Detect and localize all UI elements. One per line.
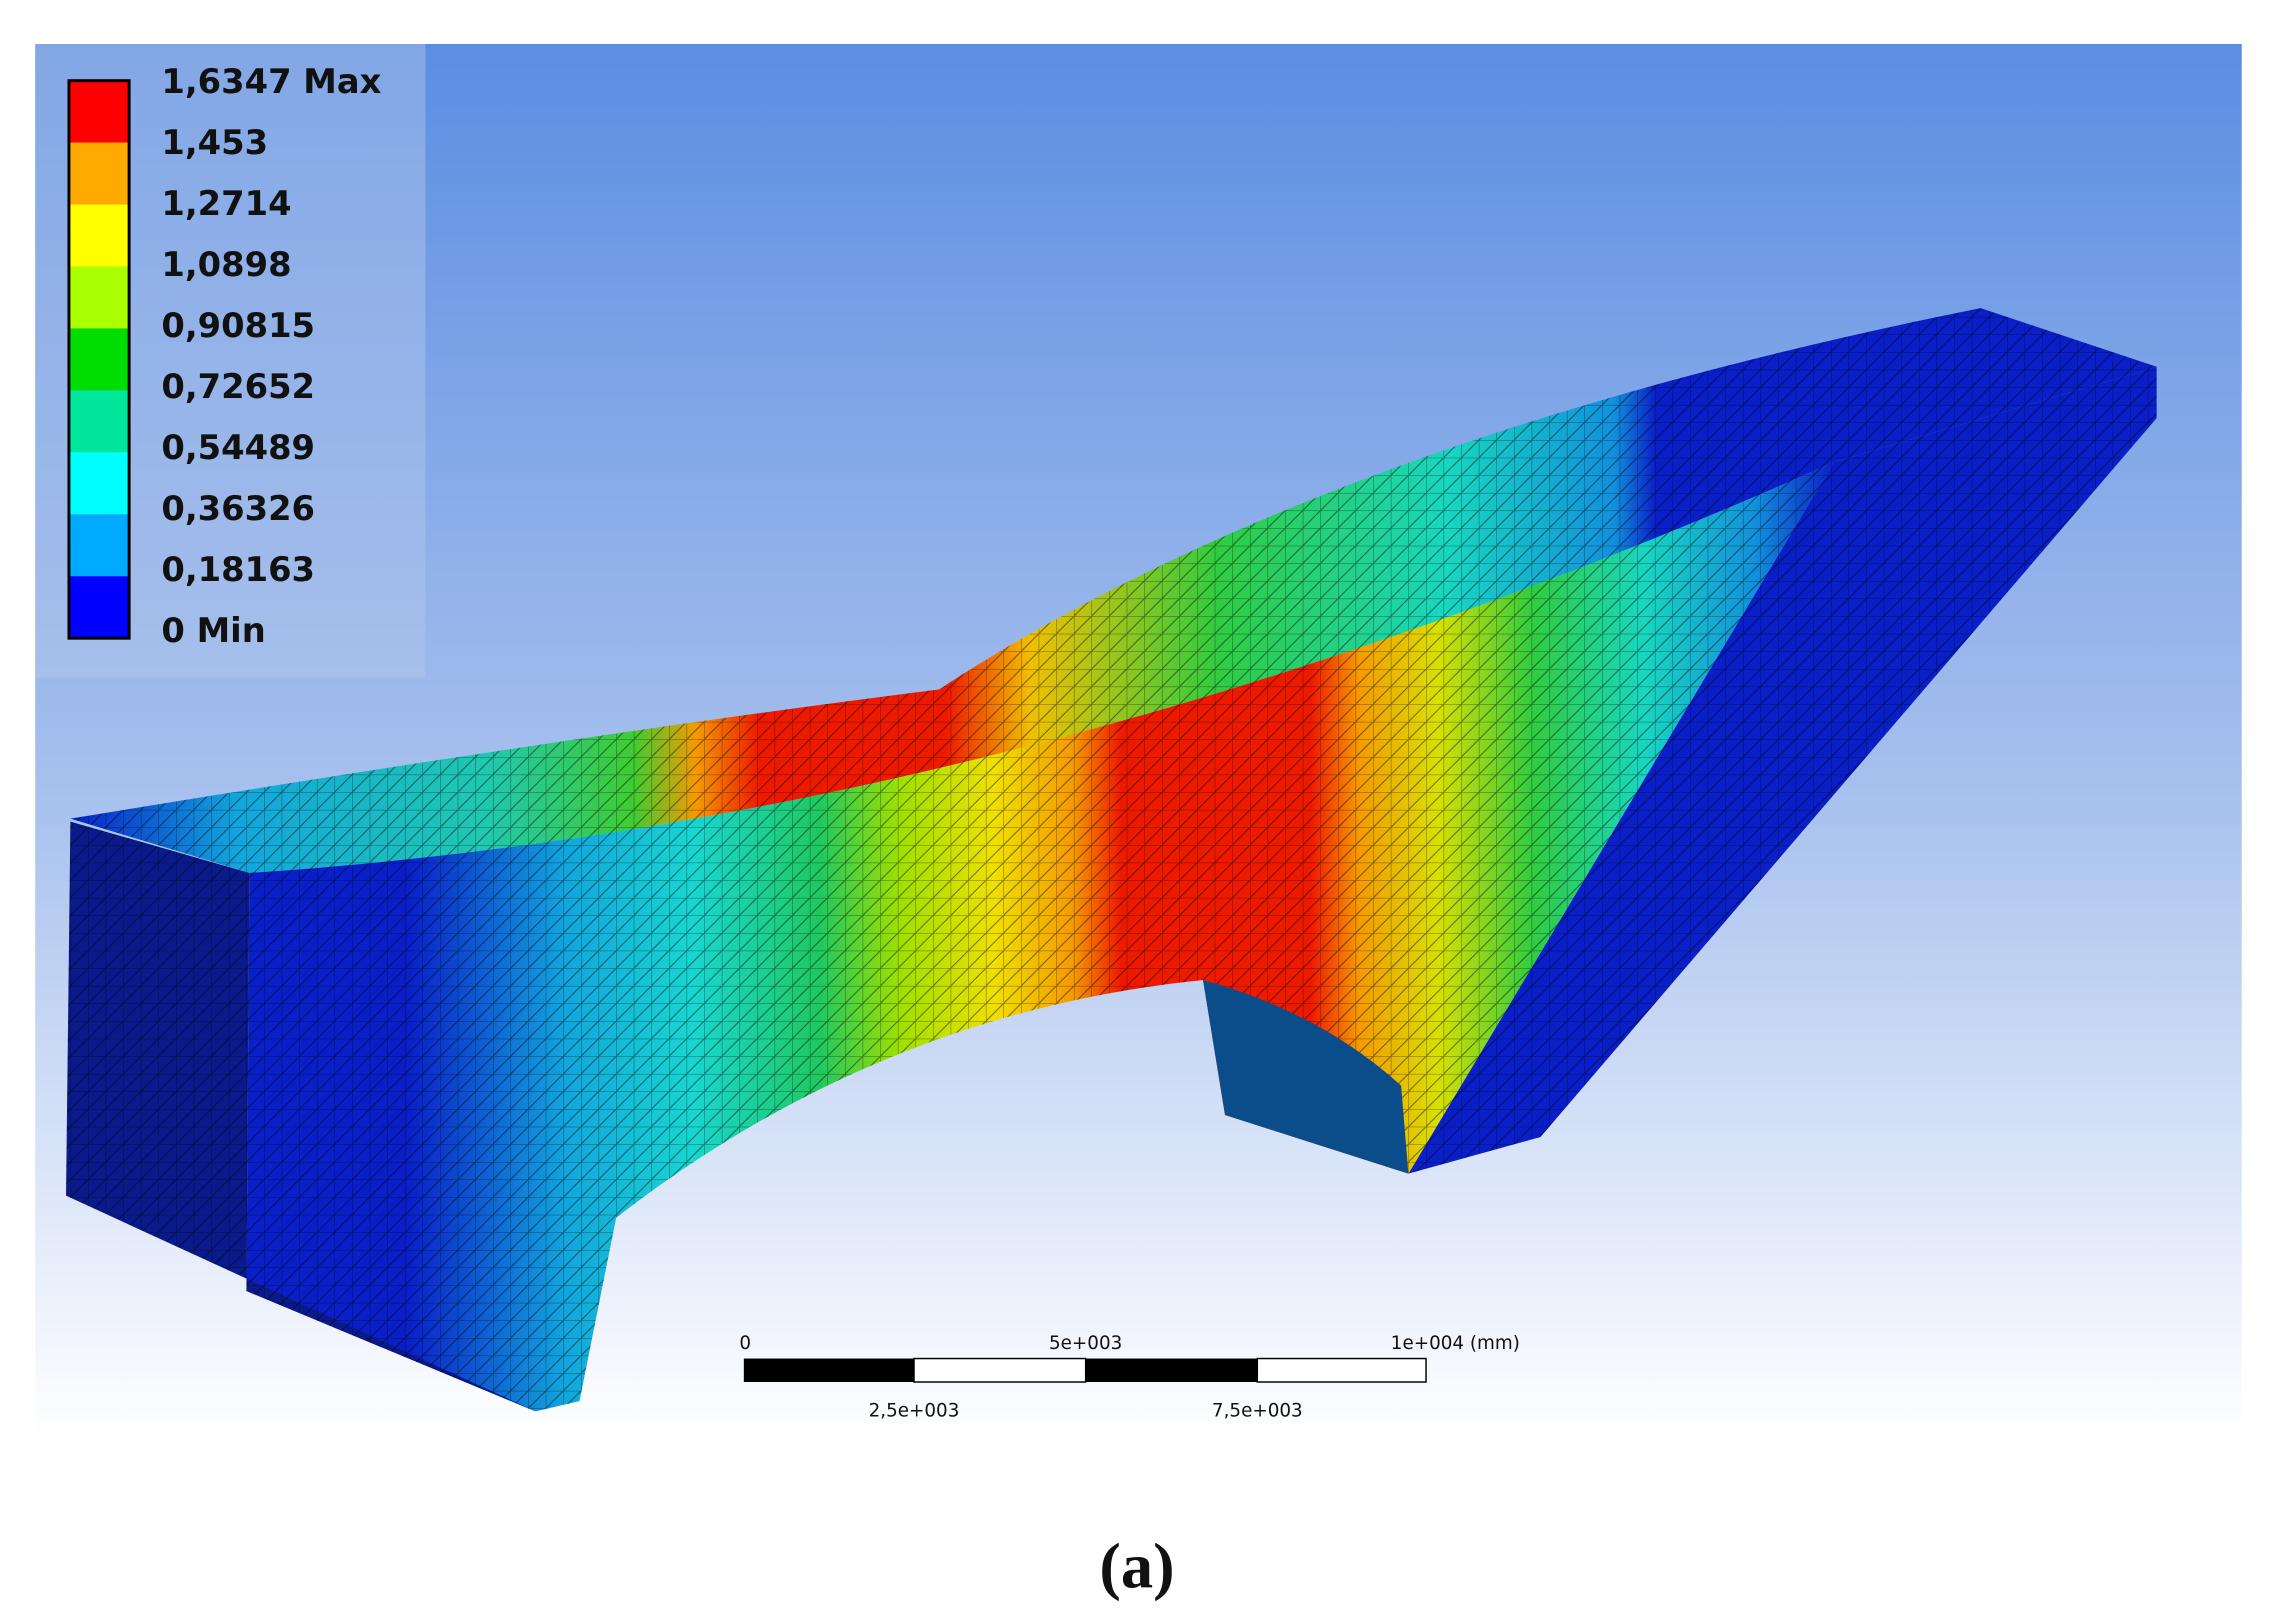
mesh: [70, 308, 2157, 873]
scale-label: 1e+004 (mm): [1391, 1333, 1520, 1354]
mesh: [1408, 366, 2157, 1174]
scale-label: 7,5e+003: [1212, 1400, 1303, 1421]
legend-swatch: [68, 390, 130, 453]
legend-label: 0,72652: [161, 367, 315, 406]
mesh: [246, 462, 1834, 1412]
scale-label: 5e+003: [1049, 1333, 1122, 1354]
scale-label: 2,5e+003: [869, 1400, 960, 1421]
legend-label: 1,2714: [161, 184, 291, 223]
scale-segment: [743, 1358, 915, 1383]
legend-swatch: [68, 452, 130, 515]
legend-swatch: [68, 142, 130, 205]
inner-face: [1203, 980, 1409, 1174]
legend-label: 0,36326: [161, 489, 315, 528]
legend: 1,6347 Max 1,453 1,2714 1,0898 0,90815 0,7265…: [35, 44, 426, 678]
legend-swatch: [68, 328, 130, 391]
legend-label: 0,18163: [161, 550, 315, 589]
mesh: [66, 821, 536, 1412]
scale-bar: 0 5e+003 1e+004 (mm) 2,5e+003 7,5e+003: [739, 1333, 1520, 1421]
legend-label: 1,0898: [161, 245, 291, 284]
model: [66, 308, 2157, 1412]
scale-segment: [913, 1357, 1087, 1383]
legend-label: 0 Min: [161, 611, 265, 650]
legend-label: 0,54489: [161, 428, 315, 467]
legend-bar-outline: [67, 79, 131, 640]
scale-label: 0: [739, 1333, 751, 1354]
legend-label: 1,6347 Max: [161, 62, 381, 101]
legend-swatch: [68, 80, 130, 143]
scale-segment: [1256, 1357, 1427, 1383]
legend-swatch: [68, 204, 130, 267]
caption: (a): [1099, 1529, 1174, 1602]
legend-label: 0,90815: [161, 306, 315, 345]
legend-swatch: [68, 514, 130, 577]
legend-swatch: [68, 576, 130, 639]
legend-swatch: [68, 266, 130, 329]
viewport-group: 1,6347 Max 1,453 1,2714 1,0898 0,90815 0,7265…: [35, 44, 2242, 1602]
scale-segment: [1085, 1358, 1258, 1383]
legend-label: 1,453: [161, 123, 268, 162]
